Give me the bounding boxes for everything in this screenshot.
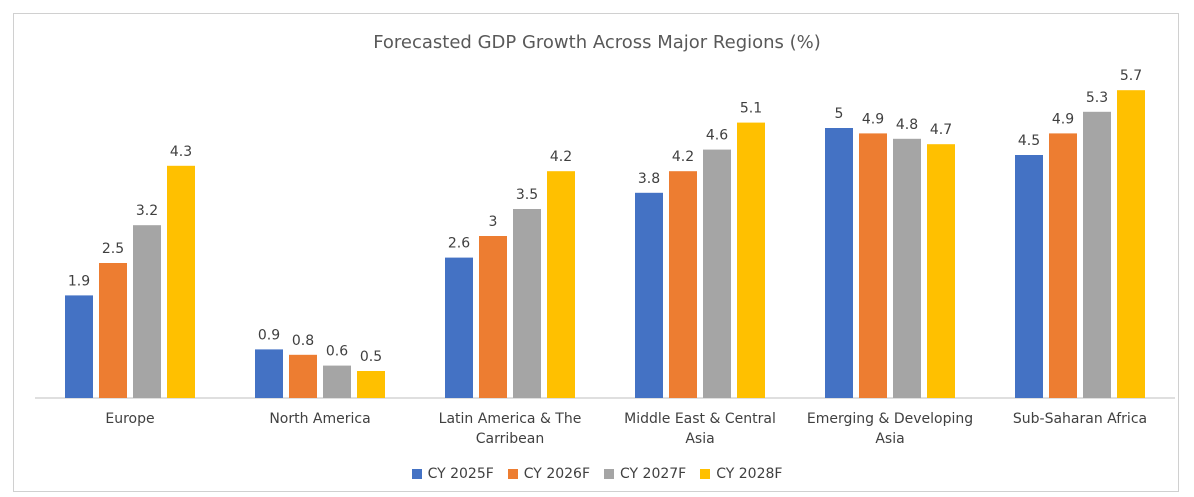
- x-tick-label: Emerging & Developing Asia: [806, 411, 974, 447]
- legend-swatch: [507, 469, 518, 479]
- legend-item: CY 2027F: [604, 466, 686, 482]
- bar: [1117, 90, 1145, 398]
- bar: [893, 138, 921, 399]
- legend-label: CY 2028F: [716, 466, 783, 482]
- x-tick-label: Middle East & Central Asia: [624, 411, 776, 447]
- bar: [859, 133, 887, 398]
- legend-label: CY 2027F: [620, 466, 687, 482]
- bar: [323, 365, 351, 398]
- chart-title: Forecasted GDP Growth Across Major Regio…: [373, 32, 821, 53]
- data-label: 5.1: [740, 101, 762, 117]
- x-tick-label: Latin America & The Carribean: [438, 411, 582, 447]
- data-label: 2.5: [102, 241, 124, 257]
- x-tick-label: North America: [269, 411, 371, 427]
- data-label: 5: [835, 106, 844, 122]
- legend-item: CY 2025F: [411, 466, 494, 482]
- legend-item: CY 2028F: [700, 466, 782, 482]
- data-label: 4.7: [930, 122, 952, 138]
- data-label: 3.5: [516, 187, 538, 203]
- data-label: 3: [489, 214, 498, 230]
- bar: [1015, 155, 1043, 398]
- legend-label: CY 2025F: [427, 466, 494, 482]
- legend-swatch: [700, 469, 711, 479]
- x-tick-label: Sub-Saharan Africa: [1012, 411, 1148, 427]
- bar: [1049, 133, 1077, 398]
- data-label: 3.2: [136, 203, 158, 219]
- bar: [133, 225, 161, 398]
- legend-swatch: [411, 469, 422, 479]
- bar: [703, 149, 731, 398]
- data-label: 3.8: [638, 171, 660, 187]
- bar: [65, 295, 93, 398]
- bar: [357, 371, 385, 398]
- bar: [669, 171, 697, 398]
- bar: [445, 257, 473, 398]
- bar: [99, 263, 127, 398]
- bar: [513, 209, 541, 398]
- legend-label: CY 2026F: [523, 466, 590, 482]
- data-label: 0.9: [258, 327, 280, 343]
- data-label: 5.3: [1086, 90, 1108, 106]
- bar: [255, 349, 283, 398]
- bar: [635, 192, 663, 398]
- legend: CY 2025F CY 2026F CY 2027F CY 2028F: [0, 466, 1194, 482]
- data-label: 4.5: [1018, 133, 1040, 149]
- bar: [167, 165, 195, 398]
- legend-item: CY 2026F: [507, 466, 590, 482]
- data-label: 4.3: [170, 144, 192, 160]
- data-label: 2.6: [448, 236, 470, 252]
- bar: [737, 122, 765, 398]
- bar: [547, 171, 575, 398]
- data-label: 1.9: [68, 273, 90, 289]
- data-label: 0.8: [292, 333, 314, 349]
- data-label: 4.2: [672, 149, 694, 165]
- bar: [927, 144, 955, 398]
- bar: [825, 128, 853, 398]
- data-label: 0.6: [326, 344, 348, 360]
- data-label: 4.9: [862, 111, 884, 127]
- data-label: 4.8: [896, 117, 918, 133]
- bar: [479, 236, 507, 398]
- data-label: 4.6: [706, 128, 728, 144]
- data-label: 0.5: [360, 349, 382, 365]
- bar: [289, 354, 317, 398]
- x-tick-label: Europe: [105, 411, 155, 427]
- data-label: 4.2: [550, 149, 572, 165]
- data-label: 4.9: [1052, 111, 1074, 127]
- chart-frame: [13, 13, 1179, 492]
- data-label: 5.7: [1120, 68, 1142, 84]
- legend-swatch: [604, 469, 614, 479]
- bar: [1083, 111, 1111, 399]
